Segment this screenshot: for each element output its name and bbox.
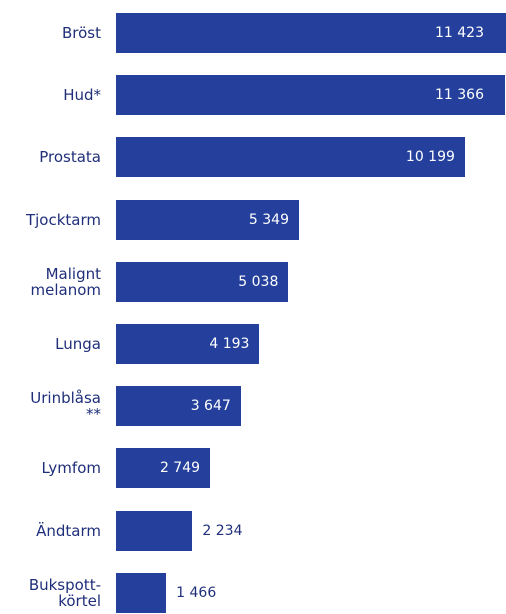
- value-label: 10 199: [405, 149, 455, 166]
- value-label: 4 193: [209, 336, 250, 352]
- bar: [116, 324, 260, 364]
- category-label: Urinblåsa **: [30, 389, 101, 424]
- value-label: 5 038: [238, 273, 279, 290]
- value-label: 11 423: [435, 25, 484, 41]
- category-label: Ändtarm: [36, 521, 101, 540]
- category-label: Lunga: [55, 335, 101, 353]
- bar: [116, 386, 241, 427]
- category-label: Bukspott- körtel: [28, 575, 101, 610]
- value-label: 5 349: [248, 211, 289, 228]
- value-label: 2 234: [202, 522, 243, 539]
- bar: [116, 75, 505, 116]
- value-label: 11 366: [435, 87, 484, 104]
- value-label: 1 466: [176, 584, 217, 601]
- category-label: Lymfom: [41, 459, 101, 478]
- value-label: 3 647: [190, 398, 231, 415]
- category-label: Malignt melanom: [30, 264, 102, 299]
- bar: [116, 199, 299, 240]
- value-label: 2 749: [159, 460, 201, 477]
- bar: [116, 137, 465, 178]
- bar: [116, 510, 193, 551]
- bar: [116, 448, 211, 489]
- category-label: Tjocktarm: [25, 210, 101, 229]
- bar: [116, 13, 506, 53]
- category-label: Prostata: [39, 148, 101, 167]
- category-label: Bröst: [61, 24, 101, 42]
- bar: [116, 572, 167, 613]
- category-label: Hud*: [63, 86, 101, 105]
- bar: [116, 261, 289, 302]
